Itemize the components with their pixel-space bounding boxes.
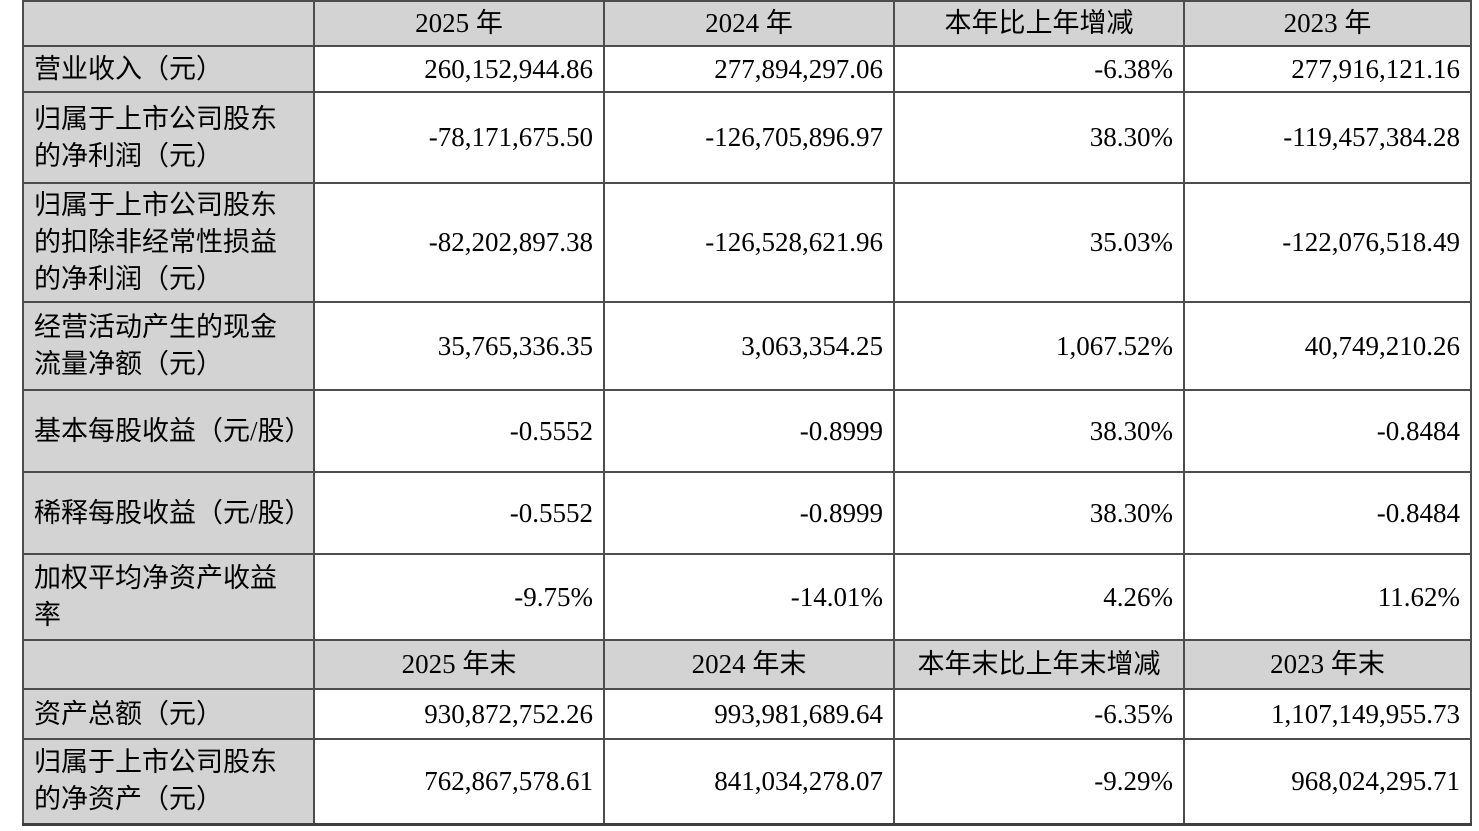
value-yoy-change: 38.30% [893, 91, 1185, 184]
value-2025: -9.75% [313, 553, 605, 641]
column-header-2025: 2025 年 [313, 0, 605, 47]
value-2024: 993,981,689.64 [603, 688, 895, 740]
value-yoy-change: -9.29% [893, 738, 1185, 825]
value-2025: 35,765,336.35 [313, 301, 605, 391]
table-row-weighted-avg-roe: 加权平均净资产收益率 -9.75% -14.01% 4.26% 11.62% [22, 553, 1472, 641]
value-2024: 3,063,354.25 [603, 301, 895, 391]
corner-cell [22, 639, 315, 690]
table-header-row-year-end: 2025 年末 2024 年末 本年末比上年末增减 2023 年末 [22, 639, 1472, 690]
metric-label: 归属于上市公司股东的扣除非经常性损益的净利润（元） [22, 182, 315, 303]
column-header-2023: 2023 年 [1183, 0, 1472, 47]
column-header-2023-year-end: 2023 年末 [1183, 639, 1472, 690]
value-yoy-change: 35.03% [893, 182, 1185, 303]
corner-cell [22, 0, 315, 47]
table-row-operating-cash-flow: 经营活动产生的现金流量净额（元） 35,765,336.35 3,063,354… [22, 301, 1472, 391]
value-yoy-change: 1,067.52% [893, 301, 1185, 391]
column-header-year-end-change: 本年末比上年末增减 [893, 639, 1185, 690]
value-2024: 277,894,297.06 [603, 45, 895, 93]
metric-label: 营业收入（元） [22, 45, 315, 93]
value-2024: -0.8999 [603, 389, 895, 473]
metric-label: 归属于上市公司股东的净利润（元） [22, 91, 315, 184]
value-2023: -122,076,518.49 [1183, 182, 1472, 303]
table-row-net-assets: 归属于上市公司股东的净资产（元） 762,867,578.61 841,034,… [22, 738, 1472, 825]
table-row-total-assets: 资产总额（元） 930,872,752.26 993,981,689.64 -6… [22, 688, 1472, 740]
value-2023: 40,749,210.26 [1183, 301, 1472, 391]
value-2025: -82,202,897.38 [313, 182, 605, 303]
value-2025: 260,152,944.86 [313, 45, 605, 93]
value-2025: -0.5552 [313, 471, 605, 555]
value-2023: 11.62% [1183, 553, 1472, 641]
financial-summary-table: 2025 年 2024 年 本年比上年增减 2023 年 营业收入（元） 260… [22, 0, 1472, 826]
value-2025: -78,171,675.50 [313, 91, 605, 184]
metric-label: 归属于上市公司股东的净资产（元） [22, 738, 315, 825]
value-yoy-change: -6.35% [893, 688, 1185, 740]
value-2024: 841,034,278.07 [603, 738, 895, 825]
column-header-2024: 2024 年 [603, 0, 895, 47]
value-yoy-change: 38.30% [893, 471, 1185, 555]
table-row-net-profit: 归属于上市公司股东的净利润（元） -78,171,675.50 -126,705… [22, 91, 1472, 184]
value-2023: -0.8484 [1183, 471, 1472, 555]
value-2023: 1,107,149,955.73 [1183, 688, 1472, 740]
value-2023: 277,916,121.16 [1183, 45, 1472, 93]
value-2024: -14.01% [603, 553, 895, 641]
table-row-diluted-eps: 稀释每股收益（元/股） -0.5552 -0.8999 38.30% -0.84… [22, 471, 1472, 555]
metric-label: 基本每股收益（元/股） [22, 389, 315, 473]
value-2024: -126,528,621.96 [603, 182, 895, 303]
column-header-yoy-change: 本年比上年增减 [893, 0, 1185, 47]
value-2025: 930,872,752.26 [313, 688, 605, 740]
value-2025: -0.5552 [313, 389, 605, 473]
value-yoy-change: -6.38% [893, 45, 1185, 93]
value-2023: 968,024,295.71 [1183, 738, 1472, 825]
column-header-2025-year-end: 2025 年末 [313, 639, 605, 690]
table-header-row-annual: 2025 年 2024 年 本年比上年增减 2023 年 [22, 0, 1472, 47]
metric-label: 加权平均净资产收益率 [22, 553, 315, 641]
metric-label: 资产总额（元） [22, 688, 315, 740]
value-2023: -0.8484 [1183, 389, 1472, 473]
metric-label: 稀释每股收益（元/股） [22, 471, 315, 555]
value-yoy-change: 38.30% [893, 389, 1185, 473]
value-2024: -0.8999 [603, 471, 895, 555]
value-yoy-change: 4.26% [893, 553, 1185, 641]
table-row-net-profit-excl-nonrecurring: 归属于上市公司股东的扣除非经常性损益的净利润（元） -82,202,897.38… [22, 182, 1472, 303]
column-header-2024-year-end: 2024 年末 [603, 639, 895, 690]
metric-label: 经营活动产生的现金流量净额（元） [22, 301, 315, 391]
value-2025: 762,867,578.61 [313, 738, 605, 825]
value-2024: -126,705,896.97 [603, 91, 895, 184]
value-2023: -119,457,384.28 [1183, 91, 1472, 184]
table-row-basic-eps: 基本每股收益（元/股） -0.5552 -0.8999 38.30% -0.84… [22, 389, 1472, 473]
table-row-revenue: 营业收入（元） 260,152,944.86 277,894,297.06 -6… [22, 45, 1472, 93]
